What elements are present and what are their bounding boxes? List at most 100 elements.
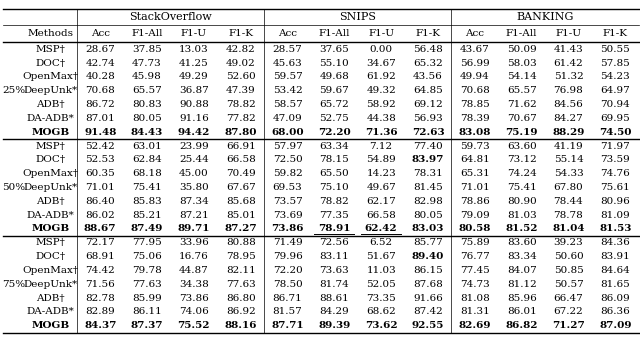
Text: 55.14: 55.14 [554, 155, 583, 164]
Text: 85.77: 85.77 [413, 238, 443, 247]
Text: 47.39: 47.39 [226, 86, 255, 95]
Text: 64.85: 64.85 [413, 86, 443, 95]
Text: 78.15: 78.15 [319, 155, 349, 164]
Text: 86.71: 86.71 [273, 294, 302, 303]
Text: 80.88: 80.88 [226, 238, 255, 247]
Text: 52.05: 52.05 [366, 280, 396, 289]
Text: 66.58: 66.58 [366, 211, 396, 220]
Text: 28.67: 28.67 [85, 45, 115, 54]
Text: 72.63: 72.63 [412, 128, 444, 137]
Text: 63.01: 63.01 [132, 142, 162, 151]
Text: 81.08: 81.08 [460, 294, 490, 303]
Text: 57.97: 57.97 [273, 142, 302, 151]
Text: 86.92: 86.92 [226, 307, 255, 317]
Text: 87.01: 87.01 [85, 114, 115, 123]
Text: 86.09: 86.09 [600, 294, 630, 303]
Text: 85.01: 85.01 [226, 211, 255, 220]
Text: 78.85: 78.85 [460, 100, 490, 109]
Text: Acc: Acc [91, 29, 109, 38]
Text: 50.57: 50.57 [554, 280, 583, 289]
Text: 69.12: 69.12 [413, 100, 443, 109]
Text: 87.68: 87.68 [413, 280, 443, 289]
Text: 75.52: 75.52 [178, 321, 210, 330]
Text: F1-U: F1-U [181, 29, 207, 38]
Text: F1-All: F1-All [506, 29, 538, 38]
Text: 36.87: 36.87 [179, 86, 209, 95]
Text: 71.36: 71.36 [365, 128, 397, 137]
Text: 54.89: 54.89 [366, 155, 396, 164]
Text: 84.64: 84.64 [600, 266, 630, 275]
Text: 81.31: 81.31 [460, 307, 490, 317]
Text: 88.67: 88.67 [84, 224, 116, 234]
Text: 86.02: 86.02 [85, 211, 115, 220]
Text: 74.06: 74.06 [179, 307, 209, 317]
Text: 50.09: 50.09 [507, 45, 536, 54]
Text: 80.83: 80.83 [132, 100, 162, 109]
Text: 13.03: 13.03 [179, 45, 209, 54]
Text: F1-U: F1-U [556, 29, 582, 38]
Text: 68.00: 68.00 [271, 128, 304, 137]
Text: 83.03: 83.03 [412, 224, 444, 234]
Text: 53.42: 53.42 [273, 86, 302, 95]
Text: 35.80: 35.80 [179, 183, 209, 192]
Text: DOC†: DOC† [35, 155, 66, 164]
Text: 91.48: 91.48 [84, 128, 116, 137]
Text: 86.15: 86.15 [413, 266, 443, 275]
Text: StackOverflow: StackOverflow [129, 12, 212, 22]
Text: 51.32: 51.32 [554, 72, 583, 81]
Text: 72.56: 72.56 [319, 238, 349, 247]
Text: 81.45: 81.45 [413, 183, 443, 192]
Text: 77.63: 77.63 [132, 280, 162, 289]
Text: 72.20: 72.20 [318, 128, 351, 137]
Text: MOGB: MOGB [31, 321, 70, 330]
Text: 67.67: 67.67 [226, 183, 255, 192]
Text: 65.72: 65.72 [319, 100, 349, 109]
Text: OpenMax†: OpenMax† [22, 169, 79, 178]
Text: 64.97: 64.97 [600, 86, 630, 95]
Text: 68.62: 68.62 [366, 307, 396, 317]
Text: 57.85: 57.85 [600, 59, 630, 68]
Text: 58.57: 58.57 [273, 100, 302, 109]
Text: 86.36: 86.36 [600, 307, 630, 317]
Text: 43.67: 43.67 [460, 45, 490, 54]
Text: 84.37: 84.37 [84, 321, 116, 330]
Text: 79.09: 79.09 [460, 211, 490, 220]
Text: 73.59: 73.59 [600, 155, 630, 164]
Text: 84.27: 84.27 [554, 114, 583, 123]
Text: 83.97: 83.97 [412, 155, 444, 164]
Text: DA-ADB*: DA-ADB* [27, 114, 74, 123]
Text: 87.42: 87.42 [413, 307, 443, 317]
Text: MOGB: MOGB [31, 224, 70, 234]
Text: 54.33: 54.33 [554, 169, 583, 178]
Text: 86.82: 86.82 [506, 321, 538, 330]
Text: 52.53: 52.53 [85, 155, 115, 164]
Text: 77.63: 77.63 [226, 280, 255, 289]
Text: 54.23: 54.23 [600, 72, 630, 81]
Text: 70.94: 70.94 [600, 100, 630, 109]
Text: 70.49: 70.49 [226, 169, 255, 178]
Text: 81.52: 81.52 [506, 224, 538, 234]
Text: DA-ADB*: DA-ADB* [27, 211, 74, 220]
Text: 75%: 75% [2, 280, 26, 289]
Text: 44.87: 44.87 [179, 266, 209, 275]
Text: 75.06: 75.06 [132, 252, 162, 261]
Text: 62.84: 62.84 [132, 155, 162, 164]
Text: 85.96: 85.96 [507, 294, 536, 303]
Text: 0.00: 0.00 [370, 45, 393, 54]
Text: 85.21: 85.21 [132, 211, 162, 220]
Text: 25.44: 25.44 [179, 155, 209, 164]
Text: 43.56: 43.56 [413, 72, 443, 81]
Text: 49.29: 49.29 [179, 72, 209, 81]
Text: 92.55: 92.55 [412, 321, 444, 330]
Text: 37.85: 37.85 [132, 45, 162, 54]
Text: 79.78: 79.78 [132, 266, 162, 275]
Text: 49.94: 49.94 [460, 72, 490, 81]
Text: 89.40: 89.40 [412, 252, 444, 261]
Text: 77.45: 77.45 [460, 266, 490, 275]
Text: OpenMax†: OpenMax† [22, 72, 79, 81]
Text: 75.41: 75.41 [507, 183, 536, 192]
Text: F1-U: F1-U [368, 29, 394, 38]
Text: DeepUnk*: DeepUnk* [24, 183, 77, 192]
Text: 39.23: 39.23 [554, 238, 583, 247]
Text: 87.49: 87.49 [131, 224, 163, 234]
